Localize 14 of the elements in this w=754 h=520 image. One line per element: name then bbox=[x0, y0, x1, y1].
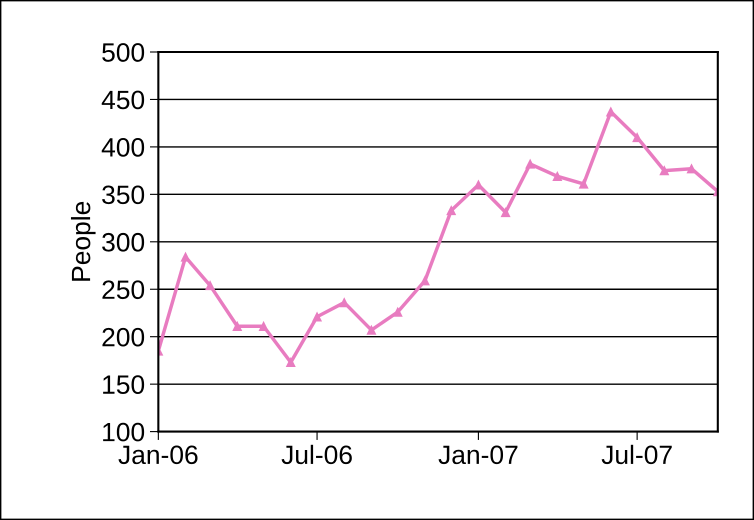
y-tick-label: 400 bbox=[102, 138, 144, 157]
y-tick-label: 350 bbox=[102, 185, 144, 204]
y-tick-label: 450 bbox=[102, 90, 144, 110]
y-tick-label: 100 bbox=[103, 422, 144, 442]
x-tick-label: Jan-06 bbox=[118, 445, 198, 464]
x-tick-label: Jul-07 bbox=[602, 444, 672, 464]
x-tick-label: Jul-06 bbox=[282, 444, 352, 464]
y-axis-title: People bbox=[70, 202, 96, 281]
x-tick-label: Jan-07 bbox=[438, 445, 518, 464]
y-tick-label: 500 bbox=[102, 43, 144, 62]
y-tick-label: 250 bbox=[102, 280, 144, 300]
y-tick-label: 300 bbox=[102, 232, 144, 252]
y-tick-label: 200 bbox=[102, 328, 144, 347]
y-tick-label: 150 bbox=[103, 375, 144, 394]
